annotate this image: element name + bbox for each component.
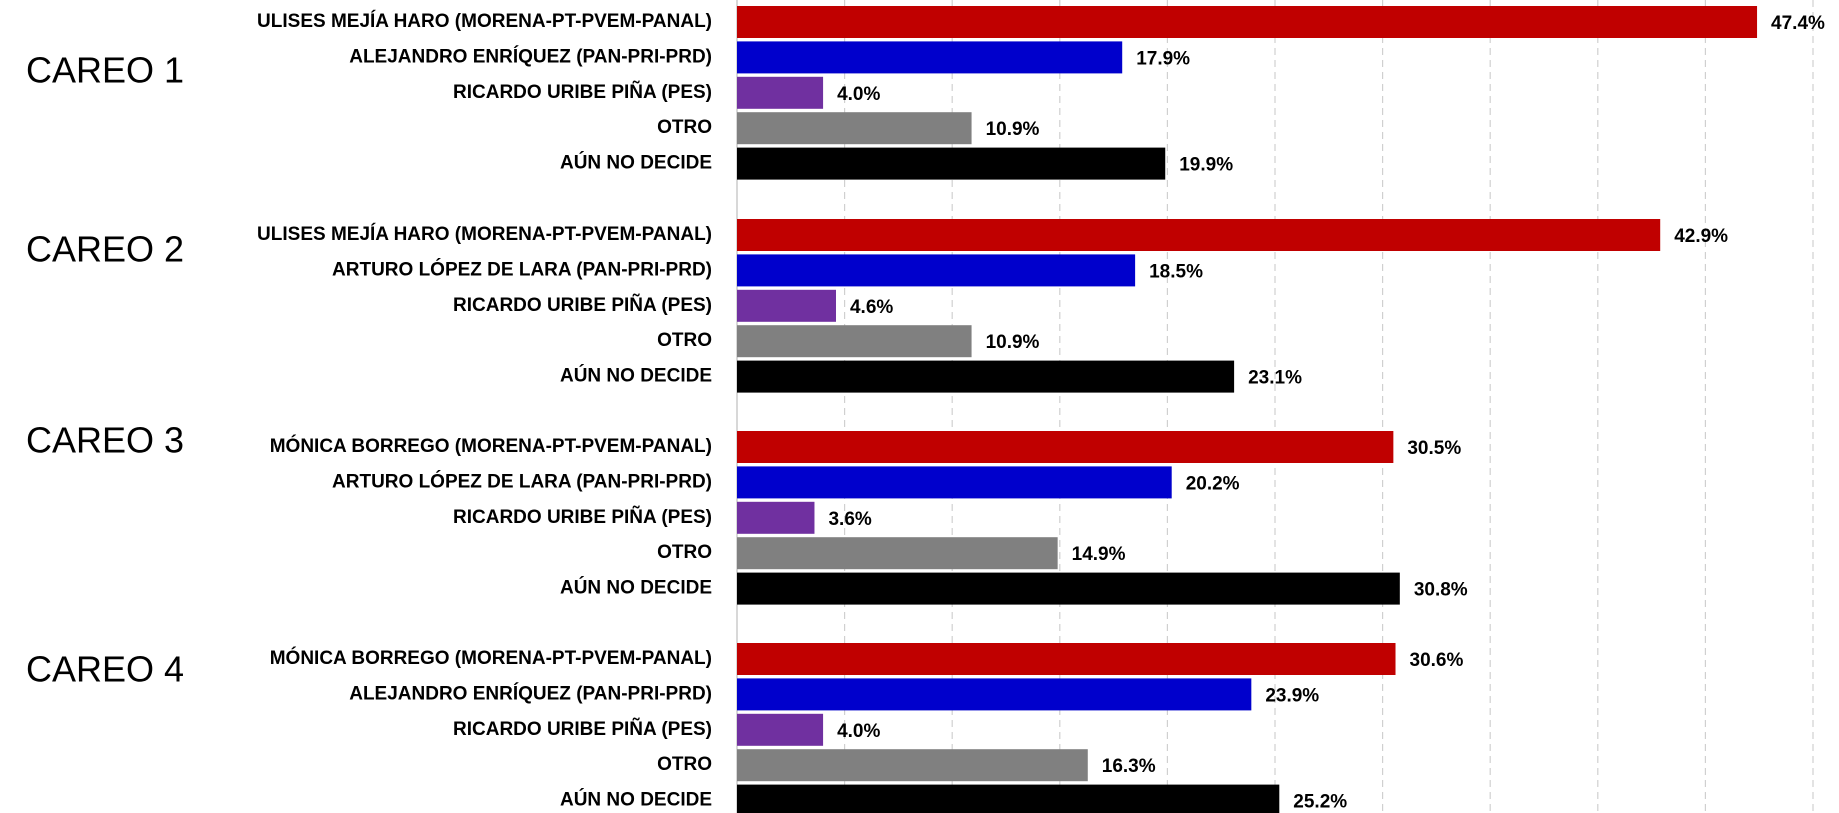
category-label: OTRO xyxy=(657,754,712,775)
bar xyxy=(737,112,972,145)
category-label: MÓNICA BORREGO (MORENA-PT-PVEM-PANAL) xyxy=(270,647,712,669)
value-label: 20.2% xyxy=(1186,473,1240,494)
category-label: ARTURO LÓPEZ DE LARA (PAN-PRI-PRD) xyxy=(332,470,712,492)
bar xyxy=(737,360,1235,393)
category-label: ULISES MEJÍA HARO (MORENA-PT-PVEM-PANAL) xyxy=(257,223,712,245)
bar xyxy=(737,466,1172,499)
bar xyxy=(737,749,1088,782)
bar xyxy=(737,6,1758,38)
value-label: 10.9% xyxy=(986,332,1040,353)
category-label: AÚN NO DECIDE xyxy=(560,152,712,174)
category-label: AÚN NO DECIDE xyxy=(560,789,712,811)
value-label: 4.0% xyxy=(837,721,880,742)
category-label: ARTURO LÓPEZ DE LARA (PAN-PRI-PRD) xyxy=(332,258,712,280)
bar xyxy=(737,147,1166,180)
value-label: 30.8% xyxy=(1414,580,1468,601)
group-label: CAREO 1 xyxy=(26,50,184,91)
value-label: 4.6% xyxy=(850,297,893,318)
value-label: 42.9% xyxy=(1674,226,1728,247)
bar xyxy=(737,678,1252,711)
bar xyxy=(737,713,824,746)
group-label: CAREO 2 xyxy=(26,229,184,270)
category-label: ALEJANDRO ENRÍQUEZ (PAN-PRI-PRD) xyxy=(349,45,712,67)
value-label: 30.5% xyxy=(1407,438,1461,459)
category-label: AÚN NO DECIDE xyxy=(560,365,712,387)
category-label: ALEJANDRO ENRÍQUEZ (PAN-PRI-PRD) xyxy=(349,682,712,704)
bar xyxy=(737,325,972,358)
value-label: 25.2% xyxy=(1293,792,1347,813)
bar xyxy=(737,41,1123,74)
value-label: 23.1% xyxy=(1248,368,1302,389)
group-label: CAREO 4 xyxy=(26,649,184,690)
category-label: RICARDO URIBE PIÑA (PES) xyxy=(453,294,712,316)
value-label: 47.4% xyxy=(1771,13,1825,34)
value-label: 19.9% xyxy=(1179,155,1233,176)
category-label: RICARDO URIBE PIÑA (PES) xyxy=(453,506,712,528)
bar xyxy=(737,219,1661,251)
value-label: 18.5% xyxy=(1149,261,1203,282)
value-label: 4.0% xyxy=(837,84,880,105)
value-label: 10.9% xyxy=(986,119,1040,140)
category-label: MÓNICA BORREGO (MORENA-PT-PVEM-PANAL) xyxy=(270,435,712,457)
category-label: OTRO xyxy=(657,330,712,351)
value-label: 30.6% xyxy=(1410,650,1464,671)
bar xyxy=(737,537,1058,570)
bar xyxy=(737,289,836,322)
bar xyxy=(737,784,1280,813)
category-label: RICARDO URIBE PIÑA (PES) xyxy=(453,718,712,740)
bar xyxy=(737,76,824,109)
value-label: 3.6% xyxy=(828,509,871,530)
bar xyxy=(737,254,1136,287)
value-label: 23.9% xyxy=(1265,685,1319,706)
category-label: RICARDO URIBE PIÑA (PES) xyxy=(453,81,712,103)
bar xyxy=(737,572,1400,605)
bar xyxy=(737,431,1394,463)
value-label: 14.9% xyxy=(1072,544,1126,565)
category-label: AÚN NO DECIDE xyxy=(560,577,712,599)
category-label: OTRO xyxy=(657,117,712,138)
bar xyxy=(737,643,1396,675)
bar xyxy=(737,501,815,534)
category-label: ULISES MEJÍA HARO (MORENA-PT-PVEM-PANAL) xyxy=(257,10,712,32)
category-label: OTRO xyxy=(657,542,712,563)
value-label: 17.9% xyxy=(1136,48,1190,69)
value-label: 16.3% xyxy=(1102,756,1156,777)
group-label: CAREO 3 xyxy=(26,420,184,461)
